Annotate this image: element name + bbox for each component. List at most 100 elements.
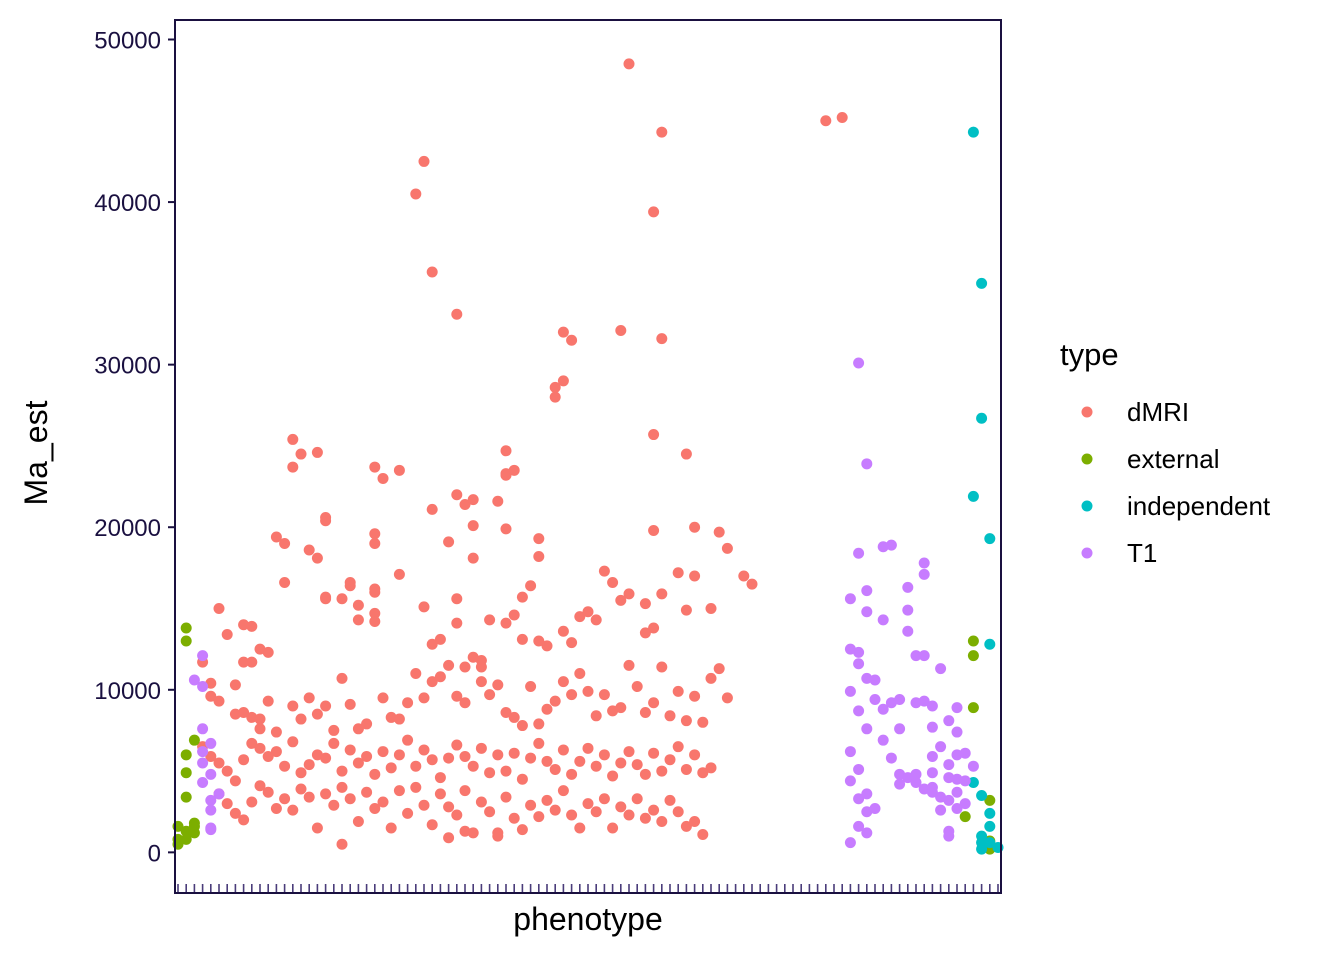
data-point <box>328 799 340 811</box>
data-point <box>361 786 373 798</box>
legend-title: type <box>1060 337 1119 372</box>
data-point <box>336 593 348 605</box>
data-point <box>557 676 569 688</box>
data-point <box>631 681 643 693</box>
data-point <box>623 746 635 758</box>
data-point <box>623 659 635 671</box>
data-point <box>541 794 553 806</box>
data-point <box>475 661 487 673</box>
legend-key <box>1081 406 1093 418</box>
data-point <box>344 744 356 756</box>
data-point <box>648 622 660 634</box>
data-point <box>311 552 323 564</box>
data-point <box>844 746 856 758</box>
data-point <box>967 490 979 502</box>
legend-label: dMRI <box>1127 397 1189 427</box>
data-point <box>516 824 528 836</box>
data-point <box>434 671 446 683</box>
data-point <box>648 524 660 536</box>
data-point <box>598 749 610 761</box>
data-point <box>205 750 217 762</box>
data-point <box>352 599 364 611</box>
data-point <box>967 776 979 788</box>
data-point <box>418 692 430 704</box>
data-point <box>459 498 471 510</box>
data-point <box>705 603 717 615</box>
data-point <box>910 768 922 780</box>
data-point <box>590 710 602 722</box>
data-point <box>680 715 692 727</box>
data-point <box>656 333 668 345</box>
data-point <box>467 552 479 564</box>
data-point <box>918 695 930 707</box>
data-point <box>533 533 545 545</box>
data-point <box>976 277 988 289</box>
series-dmri <box>197 58 848 850</box>
data-point <box>549 381 561 393</box>
data-point <box>951 786 963 798</box>
data-point <box>311 446 323 458</box>
data-point <box>287 804 299 816</box>
data-point <box>320 511 332 523</box>
data-point <box>623 58 635 70</box>
data-point <box>697 767 709 779</box>
data-point <box>721 542 733 554</box>
data-point <box>352 723 364 735</box>
data-point <box>434 633 446 645</box>
data-point <box>303 692 315 704</box>
data-point <box>492 830 504 842</box>
data-point <box>287 433 299 445</box>
data-point <box>639 598 651 610</box>
data-point <box>951 726 963 738</box>
data-point <box>205 794 217 806</box>
y-tick-label: 10000 <box>94 678 161 705</box>
data-point <box>451 617 463 629</box>
data-point <box>492 679 504 691</box>
data-point <box>205 768 217 780</box>
data-point <box>549 804 561 816</box>
legend-label: T1 <box>1127 538 1157 568</box>
data-point <box>853 763 865 775</box>
data-point <box>926 700 938 712</box>
data-point <box>229 807 241 819</box>
data-point <box>820 115 832 127</box>
data-point <box>943 830 955 842</box>
data-point <box>648 429 660 441</box>
data-point <box>664 754 676 766</box>
legend-item: external <box>1081 444 1220 474</box>
data-point <box>508 812 520 824</box>
data-point <box>180 833 192 845</box>
y-tick-label: 50000 <box>94 28 161 55</box>
data-point <box>697 828 709 840</box>
data-point <box>500 707 512 719</box>
legend-key <box>1081 500 1093 512</box>
data-point <box>336 765 348 777</box>
data-point <box>566 689 578 701</box>
data-point <box>885 752 897 764</box>
data-point <box>951 773 963 785</box>
data-point <box>656 815 668 827</box>
data-point <box>967 126 979 138</box>
data-point <box>344 576 356 588</box>
data-point <box>320 700 332 712</box>
data-point <box>303 544 315 556</box>
data-point <box>713 526 725 538</box>
data-point <box>254 780 266 792</box>
data-point <box>393 749 405 761</box>
data-point <box>197 776 209 788</box>
data-point <box>639 768 651 780</box>
data-point <box>369 583 381 595</box>
data-point <box>836 112 848 124</box>
data-point <box>246 656 258 668</box>
data-point <box>525 580 537 592</box>
data-point <box>672 567 684 579</box>
data-point <box>976 412 988 424</box>
data-point <box>459 661 471 673</box>
data-point <box>336 838 348 850</box>
data-point <box>631 759 643 771</box>
data-point <box>844 685 856 697</box>
data-point <box>402 734 414 746</box>
data-point <box>861 606 873 618</box>
data-point <box>566 334 578 346</box>
data-point <box>918 568 930 580</box>
